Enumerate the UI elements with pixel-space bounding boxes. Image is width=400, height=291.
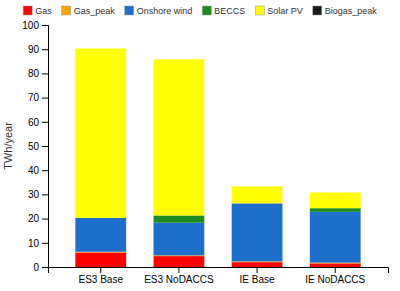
legend-label: Onshore wind — [137, 6, 193, 16]
bar — [75, 48, 126, 217]
tick-mark — [42, 194, 48, 195]
tick-mark — [178, 267, 179, 273]
tick-mark — [42, 122, 48, 123]
tick-label: 10 — [28, 238, 40, 249]
x-tick: ES3 NoDACCS — [144, 267, 214, 285]
bar — [154, 256, 205, 267]
legend-swatch — [23, 6, 32, 15]
bar — [154, 223, 205, 256]
bar — [154, 59, 205, 60]
axis-line — [49, 268, 389, 274]
tick-mark — [42, 49, 48, 50]
tick-label: 80 — [28, 68, 40, 79]
x-tick: IE NoDACCS — [305, 267, 365, 285]
bar — [154, 59, 205, 215]
chart: Gas Gas_peak Onshore wind BECCS Solar PV Biog… — [0, 0, 400, 291]
tick-mark — [335, 267, 336, 273]
legend-label: Gas_peak — [74, 6, 116, 16]
bar — [310, 212, 361, 263]
tick-label: 40 — [28, 165, 40, 176]
bar — [232, 262, 283, 267]
tick-label: IE Base — [240, 274, 275, 285]
y-tick: 30 — [28, 189, 48, 200]
legend-item: Gas — [23, 6, 52, 16]
bar — [232, 203, 283, 261]
y-tick: 90 — [28, 44, 48, 55]
axis-line — [42, 26, 49, 268]
legend-label: BECCS — [214, 6, 245, 16]
plot: 0 10 20 30 40 50 60 70 80 90 100 ES3 Base ES3 NoDACC… — [22, 20, 388, 285]
y-tick: 20 — [28, 213, 48, 224]
y-tick: 60 — [28, 117, 48, 128]
bar — [310, 192, 361, 193]
tick-label: 0 — [33, 262, 39, 273]
bars — [75, 48, 360, 267]
bar — [232, 186, 283, 203]
legend-item: Onshore wind — [125, 6, 193, 16]
tick-label: 50 — [28, 141, 40, 152]
legend-swatch — [202, 6, 211, 15]
y-tick: 70 — [28, 92, 48, 103]
legend-label: Biogas_peak — [325, 6, 378, 16]
tick-label: ES3 Base — [79, 274, 124, 285]
bar — [310, 263, 361, 267]
legend-swatch — [125, 6, 134, 15]
y-tick: 10 — [28, 238, 48, 249]
tick-label: ES3 NoDACCS — [144, 274, 214, 285]
legend-item: Solar PV — [255, 6, 303, 16]
bar — [310, 192, 361, 208]
x-axis: ES3 Base ES3 NoDACCS IE Base IE NoDACCS — [49, 267, 389, 285]
legend-swatch — [313, 6, 322, 15]
tick-mark — [42, 98, 48, 99]
tick-label: 60 — [28, 117, 40, 128]
y-axis: 0 10 20 30 40 50 60 70 80 90 100 — [22, 20, 48, 273]
legend-item: BECCS — [202, 6, 245, 16]
tick-mark — [257, 267, 258, 273]
tick-mark — [42, 267, 48, 268]
x-tick: IE Base — [240, 267, 275, 285]
legend-item: Biogas_peak — [313, 6, 378, 16]
legend-label: Gas — [35, 6, 52, 16]
legend: Gas Gas_peak Onshore wind BECCS Solar PV Biog… — [23, 6, 377, 16]
tick-label: 70 — [28, 92, 40, 103]
legend-swatch — [255, 6, 264, 15]
y-axis-title: TWh/year — [2, 122, 14, 170]
y-tick: 80 — [28, 68, 48, 79]
tick-label: 30 — [28, 189, 40, 200]
bar — [232, 186, 283, 187]
legend-label: Solar PV — [267, 6, 303, 16]
y-tick: 0 — [33, 262, 48, 273]
x-tick: ES3 Base — [79, 267, 124, 285]
tick-mark — [42, 219, 48, 220]
tick-label: IE NoDACCS — [305, 274, 365, 285]
tick-label: 100 — [22, 20, 39, 31]
bar — [310, 208, 361, 212]
y-tick: 50 — [28, 141, 48, 152]
tick-mark — [42, 146, 48, 147]
bar-series — [75, 48, 360, 217]
bar — [75, 48, 126, 49]
tick-label: 20 — [28, 213, 40, 224]
tick-mark — [42, 243, 48, 244]
tick-mark — [42, 73, 48, 74]
y-tick: 40 — [28, 165, 48, 176]
bar — [154, 215, 205, 222]
tick-mark — [42, 170, 48, 171]
bar — [75, 252, 126, 267]
tick-label: 90 — [28, 44, 40, 55]
bar — [75, 218, 126, 252]
y-tick: 100 — [22, 20, 48, 31]
tick-mark — [42, 25, 48, 26]
legend-item: Gas_peak — [62, 6, 116, 16]
legend-swatch — [62, 6, 71, 15]
tick-mark — [100, 267, 101, 273]
